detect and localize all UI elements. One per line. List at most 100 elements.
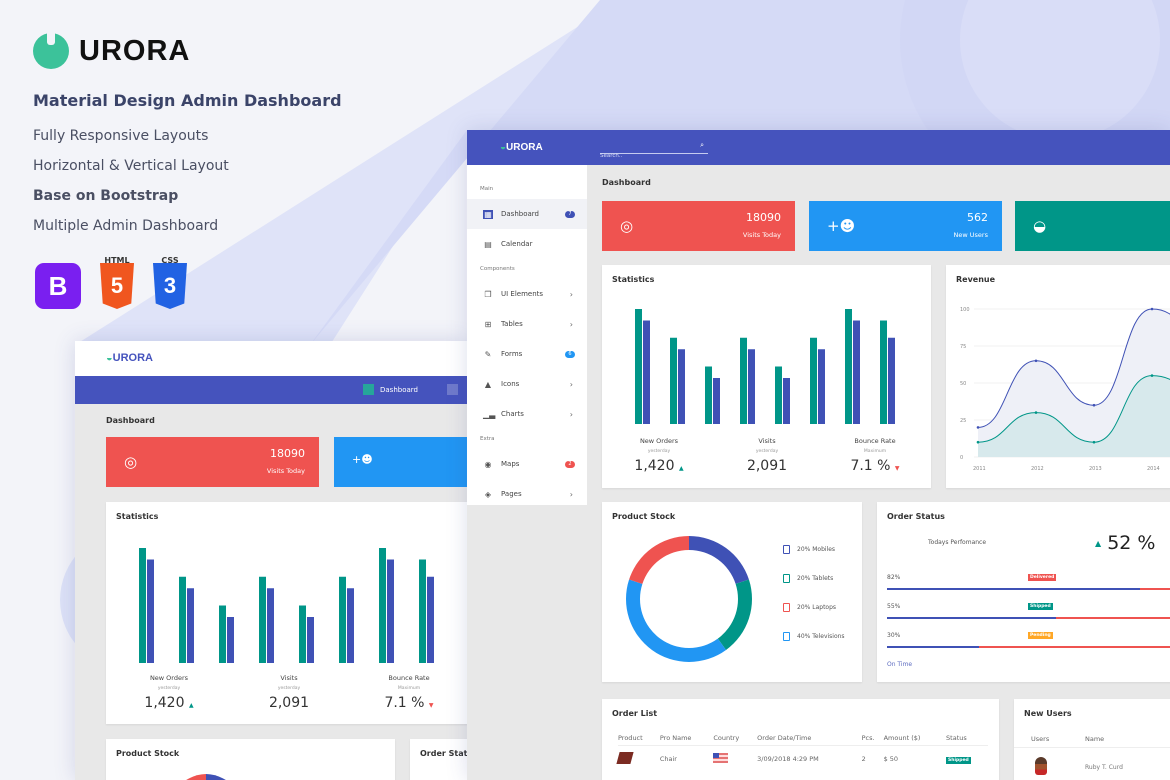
sidebar-item-tables[interactable]: ⊞ Tables › <box>467 309 587 339</box>
chart-icon: ▁▃ <box>483 409 496 419</box>
user-name: Ruby T. Curd <box>1085 764 1123 771</box>
card-title: New Users <box>1024 709 1072 718</box>
page-title: Dashboard <box>602 178 651 187</box>
summary-value: 1,420 <box>144 695 185 711</box>
on-time-link[interactable]: On Time <box>887 661 913 668</box>
order-status-card: Order Statu <box>410 739 467 780</box>
bar <box>139 548 146 663</box>
user-avatar <box>1035 757 1047 775</box>
sidebar-badge: 7 <box>565 210 575 218</box>
sidebar-item-calendar[interactable]: ▤ Calendar <box>467 229 587 259</box>
bar <box>299 605 306 663</box>
sidebar-item-label: Pages <box>501 490 522 498</box>
table-row[interactable]: Chair 3/09/2018 4:29 PM 2 $ 50 Shipped <box>616 745 988 773</box>
nav-item-dashboard[interactable]: Dashboard <box>363 384 418 395</box>
stat-card-visits: ◎ 18090 Visits Today <box>106 437 319 487</box>
vertical-layout-mockup: ◒URORA Search.. ⌕ Main Components Extra … <box>467 130 1170 780</box>
bar <box>427 576 434 663</box>
divider <box>1014 747 1170 748</box>
calendar-icon[interactable] <box>447 384 458 395</box>
performance-value: ▲ 52 % <box>1095 532 1155 554</box>
tablet-icon <box>783 574 790 583</box>
legend-label: 20% Tablets <box>797 575 834 582</box>
legend-item: 20% Mobiles <box>783 545 835 554</box>
brand-name: URORA <box>506 142 543 153</box>
html-caption: HTML <box>104 256 130 265</box>
chevron-right-icon: › <box>569 319 573 329</box>
sidebar-badge: 2 <box>565 460 575 468</box>
icons-icon: ▲ <box>484 379 492 389</box>
search-icon[interactable]: ⌕ <box>700 141 704 149</box>
feature-item: Multiple Admin Dashboard <box>33 218 219 234</box>
summary-value: 2,091 <box>746 458 788 474</box>
status-badge: Shipped <box>946 757 971 765</box>
bar <box>219 605 226 663</box>
dashboard-icon <box>363 384 374 395</box>
tv-icon <box>783 632 790 641</box>
sidebar-item-pages[interactable]: ◈ Pages › <box>467 479 587 509</box>
bar <box>267 588 274 663</box>
progress-percent: 55% <box>887 603 901 610</box>
progress-bar <box>887 617 1170 619</box>
sidebar-item-forms[interactable]: ✎ Forms 6 <box>467 339 587 369</box>
bar <box>147 559 154 663</box>
brand-name: URORA <box>112 352 153 364</box>
x-tick-label: 2014 <box>1147 466 1160 472</box>
performance-percent: 52 % <box>1107 532 1156 554</box>
column-header: Status <box>946 734 967 743</box>
bar <box>810 337 817 424</box>
stat-label: Visits Today <box>266 467 305 475</box>
column-header: Users <box>1031 735 1050 743</box>
bar <box>705 366 712 424</box>
dashboard-icon: ▦ <box>483 209 493 219</box>
brand-logo[interactable]: ◒URORA <box>500 142 543 153</box>
x-tick-label: 2013 <box>1089 466 1102 472</box>
sidebar-item-dashboard[interactable]: ▦ Dashboard 7 <box>467 199 587 229</box>
progress-fill <box>887 646 980 648</box>
search-input[interactable]: Search.. ⌕ <box>600 141 708 159</box>
data-point <box>1092 440 1096 444</box>
order-date: 3/09/2018 4:29 PM <box>757 755 819 764</box>
brand-logo[interactable]: ◒URORA <box>106 352 153 364</box>
summary-bounce-rate: Bounce Rate Maximum 7.1 % ▼ <box>820 437 930 474</box>
y-tick-label: 25 <box>960 418 966 424</box>
revenue-area-chart: 025507510020112012201320142015 <box>960 307 1170 472</box>
data-point <box>1092 403 1096 407</box>
bootstrap-logo-icon: B <box>35 263 81 309</box>
summary-value: 1,420 <box>634 458 675 474</box>
sidebar-section-label: Extra <box>480 436 495 442</box>
top-bar: ◒URORA Search.. ⌕ <box>467 130 1170 165</box>
chevron-right-icon: › <box>569 409 573 419</box>
product-stock-card: Product Stock <box>106 739 395 780</box>
performance-label: Todays Perfomance <box>928 539 987 546</box>
statistics-card: Statistics New Orders yesterday 1,420 ▲ Vi… <box>602 265 931 488</box>
sidebar-item-charts[interactable]: ▁▃ Charts › <box>467 399 587 429</box>
horizontal-nav: Dashboard <box>75 376 467 404</box>
card-title: Statistics <box>612 275 655 284</box>
calendar-icon: ▤ <box>484 239 492 249</box>
column-header: Country <box>713 734 740 743</box>
legend-label: 40% Televisions <box>797 633 845 640</box>
status-tag: Delivered <box>1028 574 1057 581</box>
sidebar-item-label: UI Elements <box>501 290 544 298</box>
sidebar-item-maps[interactable]: ◉ Maps 2 <box>467 449 587 479</box>
basket-icon: ◒ <box>1033 217 1047 235</box>
donut-slice-mobiles <box>689 536 749 584</box>
summary-sub: yesterday <box>755 449 779 454</box>
bar <box>713 378 720 424</box>
summary-label: New Orders <box>149 674 189 682</box>
data-point <box>976 440 980 444</box>
map-pin-icon: ◉ <box>484 459 492 469</box>
bar <box>187 588 194 663</box>
chevron-right-icon: › <box>569 489 573 499</box>
chair-image <box>616 752 634 765</box>
stat-label: Visits Today <box>742 231 781 239</box>
y-tick-label: 100 <box>960 307 970 313</box>
table-header-row: Product Pro Name Country Order Date/Time… <box>618 732 988 745</box>
sidebar-item-ui-elements[interactable]: ❐ UI Elements › <box>467 279 587 309</box>
column-header: Pcs. <box>861 734 875 743</box>
status-tag: Shipped <box>1028 603 1053 610</box>
sidebar-item-icons[interactable]: ▲ Icons › <box>467 369 587 399</box>
sidebar-item-label: Calendar <box>501 240 533 248</box>
stat-card-add-users: +☻ 562 New Users <box>809 201 1002 251</box>
